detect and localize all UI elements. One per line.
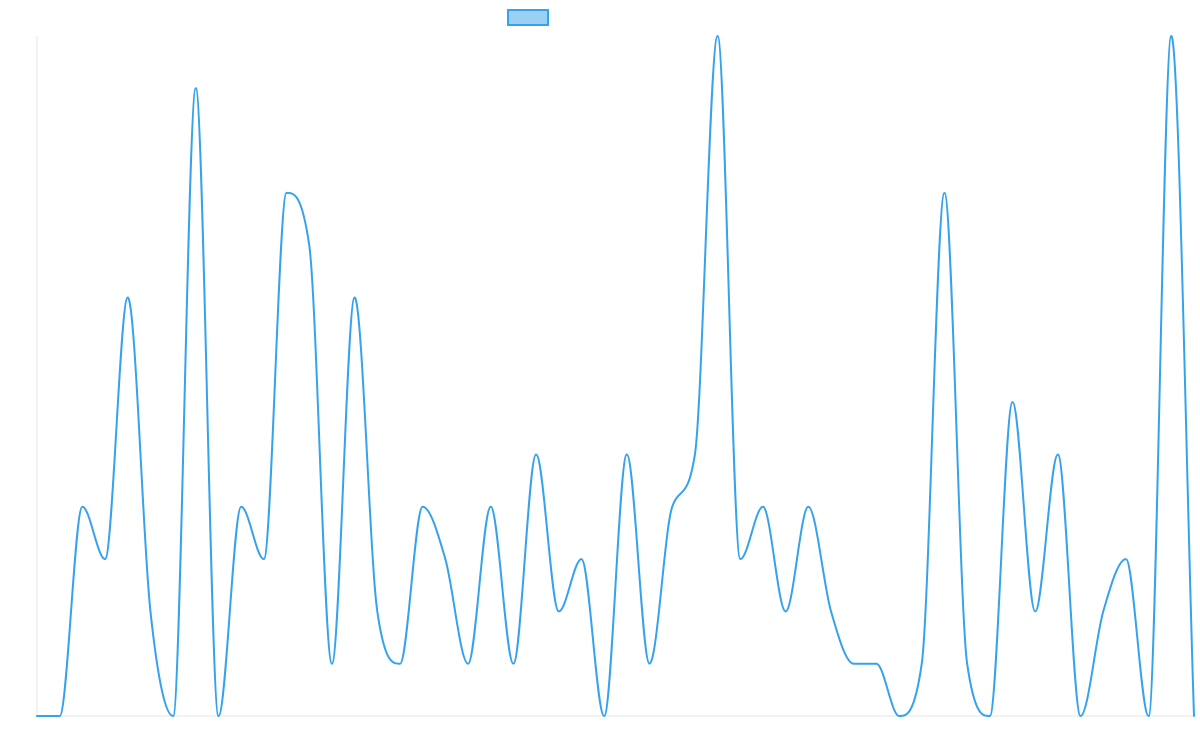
legend-swatch[interactable] [507, 9, 549, 26]
series-line [36, 35, 1195, 717]
series-layer [36, 35, 1195, 717]
legend[interactable] [507, 9, 549, 26]
axes [36, 36, 1194, 717]
